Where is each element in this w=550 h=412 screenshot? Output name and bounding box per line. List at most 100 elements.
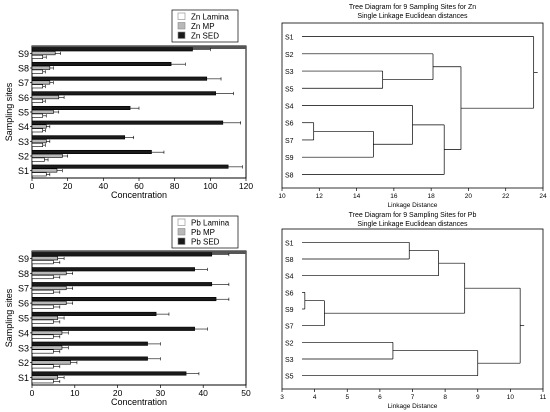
pb-bar-S3-0 — [31, 349, 54, 354]
zn-legend-swatch-1 — [177, 22, 186, 30]
zn-bar-S1-2 — [31, 164, 229, 169]
zn-tree-diagram: S1 S2 S3 S5 S4 S6 S7 S9 S8 10 12 14 16 18 20 22 24 Linkag… — [278, 4, 547, 209]
zn-x-axis-label: Concentration — [111, 190, 167, 200]
pb-tree-x-tick-label: 11 — [540, 394, 547, 401]
zn-bar-S8-0 — [31, 69, 43, 74]
pb-bar-S2-2 — [31, 356, 148, 361]
pb-bar-S4-1 — [31, 330, 63, 335]
pb-x-tick-label: 50 — [241, 388, 251, 398]
pb-legend-entry: Pb SED — [191, 238, 220, 247]
pb-bar-S3-1 — [31, 345, 63, 350]
zn-bar-S8-1 — [31, 65, 51, 70]
pb-tree-leaf-label: S8 — [285, 257, 294, 264]
pb-bar-S6-1 — [31, 300, 67, 305]
pb-bar-S9-2 — [31, 252, 213, 257]
pb-x-tick-label: 10 — [70, 388, 80, 398]
pb-bar-S5-1 — [31, 315, 58, 320]
pb-tree-leaf-label: S2 — [285, 340, 294, 347]
zn-tree-x-tick-label: 20 — [465, 193, 473, 200]
pb-category-label: S9 — [18, 254, 29, 264]
pb-bar-S1-2 — [31, 371, 187, 376]
pb-bar-S8-0 — [31, 274, 54, 280]
pb-bar-S8-1 — [31, 271, 67, 276]
pb-legend-entry: Pb Lamina — [191, 219, 230, 228]
zn-tree-x-tick-label: 12 — [316, 193, 324, 200]
pb-bar-S9-1 — [31, 256, 58, 261]
pb-legend-swatch-1 — [177, 228, 186, 236]
pb-tree-x-tick-label: 4 — [313, 394, 317, 401]
pb-bar-S7-1 — [31, 285, 67, 291]
zn-x-tick-label: 80 — [170, 181, 180, 191]
zn-tree-leaf-label: S6 — [285, 121, 294, 128]
pb-bar-chart: S1 S2 S3 S4 S5 S6 S7 S8 S9 0 10 20 30 40 50 Concentrati… — [4, 215, 251, 407]
zn-bar-S4-0 — [31, 128, 43, 133]
pb-bar-S6-2 — [31, 297, 217, 302]
zn-bar-S6-1 — [31, 95, 60, 100]
pb-category-label: S8 — [18, 269, 29, 279]
zn-x-tick-label: 20 — [63, 181, 73, 191]
zn-tree-leaf-label: S4 — [285, 104, 294, 111]
zn-tree-leaf-label: S3 — [285, 69, 294, 76]
zn-tree-leaf-label: S1 — [285, 35, 294, 42]
zn-category-label: S4 — [18, 122, 29, 132]
zn-tree-x-axis-label: Linkage Distance — [388, 202, 438, 209]
zn-category-label: S9 — [18, 49, 29, 59]
pb-x-tick-label: 30 — [156, 388, 166, 398]
zn-tree-x-tick-label: 22 — [502, 193, 510, 200]
pb-tree-title: Tree Diagram for 9 Sampling Sites for Pb — [349, 212, 477, 219]
pb-tree-x-axis-label: Linkage Distance — [388, 403, 438, 410]
zn-category-label: S7 — [18, 78, 29, 88]
zn-legend-entry: Zn SED — [191, 32, 219, 41]
pb-tree-subtitle: Single Linkage Euclidean distances — [357, 221, 468, 228]
zn-category-label: S2 — [18, 152, 29, 162]
pb-bar-S6-0 — [31, 304, 54, 309]
zn-category-label: S8 — [18, 64, 29, 74]
pb-tree-leaf-label: S5 — [285, 374, 294, 381]
zn-tree-x-tick-label: 24 — [539, 193, 547, 200]
zn-tree-leaf-label: S7 — [285, 138, 294, 145]
zn-tree-leaf-label: S5 — [285, 86, 294, 93]
pb-tree-leaf-label: S9 — [285, 307, 294, 314]
pb-bar-S2-1 — [31, 360, 71, 365]
zn-bar-S2-0 — [31, 157, 45, 162]
zn-bar-S5-1 — [31, 109, 54, 114]
zn-bar-S7-0 — [31, 84, 43, 89]
pb-category-label: S3 — [18, 343, 29, 353]
zn-bar-S9-2 — [31, 47, 193, 52]
zn-x-tick-label: 60 — [134, 181, 144, 191]
pb-bar-S7-2 — [31, 282, 213, 287]
pb-tree-leaf-label: S1 — [285, 240, 294, 247]
zn-bar-chart: S1 S2 S3 S4 S5 S6 S7 S8 S9 0 20 40 60 80 100 120 Concent… — [4, 9, 253, 200]
zn-category-label: S3 — [18, 137, 29, 147]
zn-bar-S1-0 — [31, 172, 47, 177]
zn-tree-x-tick-label: 18 — [428, 193, 436, 200]
pb-bar-S1-0 — [31, 379, 54, 384]
pb-category-label: S2 — [18, 358, 29, 368]
pb-tree-leaf-label: S6 — [285, 290, 294, 297]
zn-tree-leaf-label: S9 — [285, 155, 294, 162]
pb-tree-leaf-label: S4 — [285, 274, 294, 281]
pb-tree-x-tick-label: 10 — [507, 394, 515, 401]
pb-legend-swatch-2 — [177, 237, 186, 245]
zn-tree-x-tick-label: 10 — [278, 193, 286, 200]
zn-bar-S5-2 — [31, 105, 131, 110]
pb-x-tick-label: 0 — [30, 388, 35, 398]
zn-x-tick-label: 100 — [203, 181, 217, 191]
zn-legend-swatch-2 — [177, 31, 186, 39]
pb-tree-x-tick-label: 3 — [280, 394, 284, 401]
pb-bar-S8-2 — [31, 267, 195, 272]
zn-legend-swatch-0 — [177, 12, 186, 20]
pb-tree-x-tick-label: 5 — [345, 394, 349, 401]
pb-tree-leaf-label: S7 — [285, 324, 294, 331]
pb-bar-S9-0 — [31, 260, 54, 265]
zn-bar-S5-0 — [31, 113, 43, 118]
zn-bar-S7-1 — [31, 80, 51, 85]
pb-category-label: S5 — [18, 314, 29, 324]
zn-category-label: S5 — [18, 108, 29, 118]
pb-bar-S4-2 — [31, 326, 195, 331]
pb-category-label: S1 — [18, 373, 29, 383]
pb-y-axis-label: Sampling sites — [4, 288, 14, 347]
zn-tree-subtitle: Single Linkage Euclidean distances — [357, 13, 468, 20]
